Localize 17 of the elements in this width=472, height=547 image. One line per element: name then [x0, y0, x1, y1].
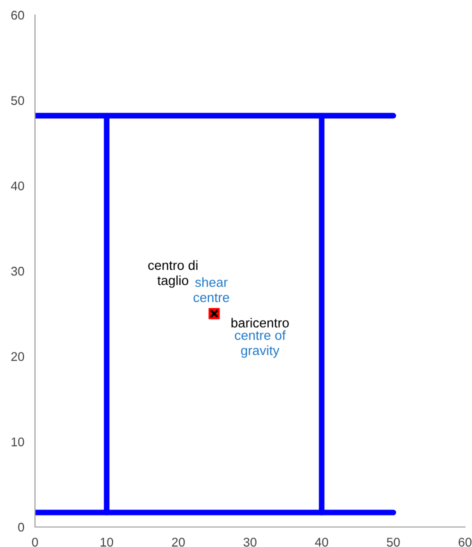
- y-tick-label: 10: [12, 437, 24, 446]
- annotation: baricentro: [232, 318, 289, 328]
- x-tick-label: 10: [100, 538, 114, 547]
- y-tick-label: 0: [18, 522, 24, 532]
- x-tick-label: 30: [244, 538, 256, 547]
- y-tick-label: 30: [11, 266, 24, 276]
- y-tick-label: 60: [11, 10, 24, 20]
- x-tick-label: 60: [458, 538, 472, 547]
- x-tick-label: 50: [386, 538, 400, 547]
- y-tick-label: 50: [11, 96, 24, 105]
- annotation: centre of gravity: [234, 330, 286, 358]
- x-tick-label: 20: [172, 538, 185, 547]
- x-tick-label: 40: [315, 538, 328, 547]
- y-tick-label: 40: [10, 181, 24, 190]
- annotation: shear centre: [194, 277, 230, 302]
- x-tick-label: 0: [32, 538, 38, 547]
- y-tick-label: 20: [11, 352, 24, 361]
